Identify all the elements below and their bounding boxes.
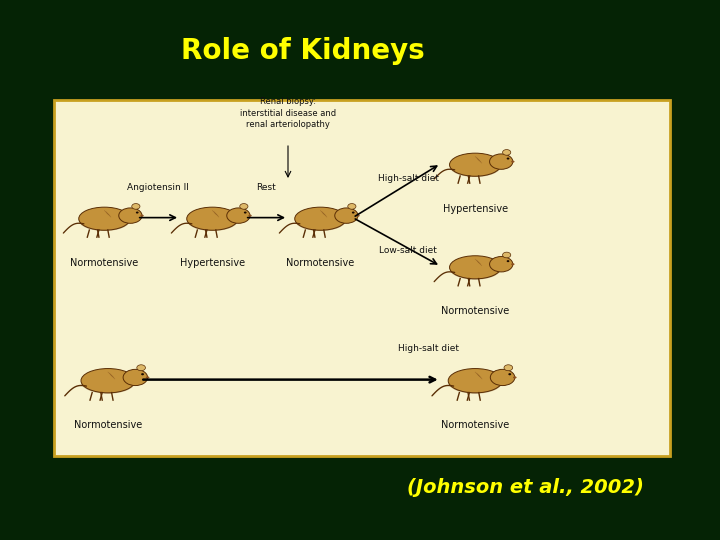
Text: Rest: Rest: [256, 183, 276, 192]
Ellipse shape: [507, 158, 510, 160]
Ellipse shape: [284, 224, 436, 316]
Text: Angiotensin II: Angiotensin II: [127, 183, 189, 192]
Ellipse shape: [294, 207, 346, 230]
Ellipse shape: [140, 214, 144, 217]
Ellipse shape: [136, 212, 138, 213]
Ellipse shape: [81, 371, 135, 394]
Text: High-salt diet: High-salt diet: [398, 344, 459, 353]
Ellipse shape: [335, 208, 358, 224]
Ellipse shape: [308, 239, 412, 301]
Ellipse shape: [0, 8, 720, 532]
Ellipse shape: [356, 267, 364, 273]
Ellipse shape: [20, 66, 700, 474]
Text: Normotensive: Normotensive: [287, 258, 354, 268]
Ellipse shape: [333, 253, 387, 287]
Ellipse shape: [140, 138, 580, 402]
Ellipse shape: [511, 263, 515, 265]
Ellipse shape: [294, 210, 346, 231]
Ellipse shape: [92, 109, 628, 431]
Text: High-salt diet: High-salt diet: [379, 174, 439, 183]
Text: Renal biopsy:
interstitial disease and
renal arteriolopathy: Renal biopsy: interstitial disease and r…: [240, 97, 336, 130]
Ellipse shape: [0, 37, 720, 503]
Ellipse shape: [508, 373, 511, 375]
Ellipse shape: [449, 153, 501, 176]
Ellipse shape: [240, 204, 248, 209]
Ellipse shape: [248, 214, 252, 217]
Ellipse shape: [45, 80, 675, 460]
Ellipse shape: [132, 204, 140, 209]
Ellipse shape: [68, 94, 652, 445]
Ellipse shape: [212, 181, 508, 359]
Ellipse shape: [164, 152, 556, 388]
Ellipse shape: [117, 123, 603, 417]
Ellipse shape: [507, 260, 510, 262]
Text: Hypertensive: Hypertensive: [443, 204, 508, 214]
Text: Normotensive: Normotensive: [441, 420, 509, 430]
Ellipse shape: [356, 214, 360, 217]
Ellipse shape: [261, 210, 459, 330]
Text: Normotensive: Normotensive: [71, 258, 138, 268]
Ellipse shape: [352, 212, 355, 213]
Ellipse shape: [504, 365, 513, 370]
Ellipse shape: [490, 154, 513, 170]
Ellipse shape: [145, 376, 150, 379]
Ellipse shape: [123, 369, 148, 386]
Ellipse shape: [503, 150, 510, 155]
Ellipse shape: [503, 252, 510, 258]
Ellipse shape: [490, 369, 515, 386]
Ellipse shape: [449, 258, 501, 280]
Text: Normotensive: Normotensive: [74, 420, 142, 430]
Ellipse shape: [81, 368, 135, 393]
Ellipse shape: [449, 156, 501, 177]
Text: Role of Kidneys: Role of Kidneys: [181, 37, 424, 65]
Ellipse shape: [0, 51, 720, 489]
Ellipse shape: [448, 368, 503, 393]
Ellipse shape: [78, 207, 130, 230]
Text: Low-salt diet: Low-salt diet: [379, 246, 436, 254]
Text: Normotensive: Normotensive: [441, 306, 509, 316]
Ellipse shape: [141, 373, 144, 375]
Ellipse shape: [227, 208, 250, 224]
Ellipse shape: [189, 166, 531, 374]
Ellipse shape: [513, 376, 517, 379]
Ellipse shape: [348, 204, 356, 209]
Ellipse shape: [449, 256, 501, 279]
Ellipse shape: [137, 365, 145, 370]
Ellipse shape: [78, 210, 130, 231]
Text: (Johnson et al., 2002): (Johnson et al., 2002): [408, 477, 644, 497]
Ellipse shape: [186, 210, 238, 231]
Ellipse shape: [186, 207, 238, 230]
Ellipse shape: [490, 256, 513, 272]
Ellipse shape: [236, 195, 484, 345]
Ellipse shape: [244, 212, 246, 213]
Ellipse shape: [511, 160, 515, 163]
Ellipse shape: [448, 371, 503, 394]
Ellipse shape: [0, 23, 720, 517]
FancyBboxPatch shape: [54, 100, 670, 456]
Ellipse shape: [119, 208, 142, 224]
Text: Hypertensive: Hypertensive: [180, 258, 245, 268]
